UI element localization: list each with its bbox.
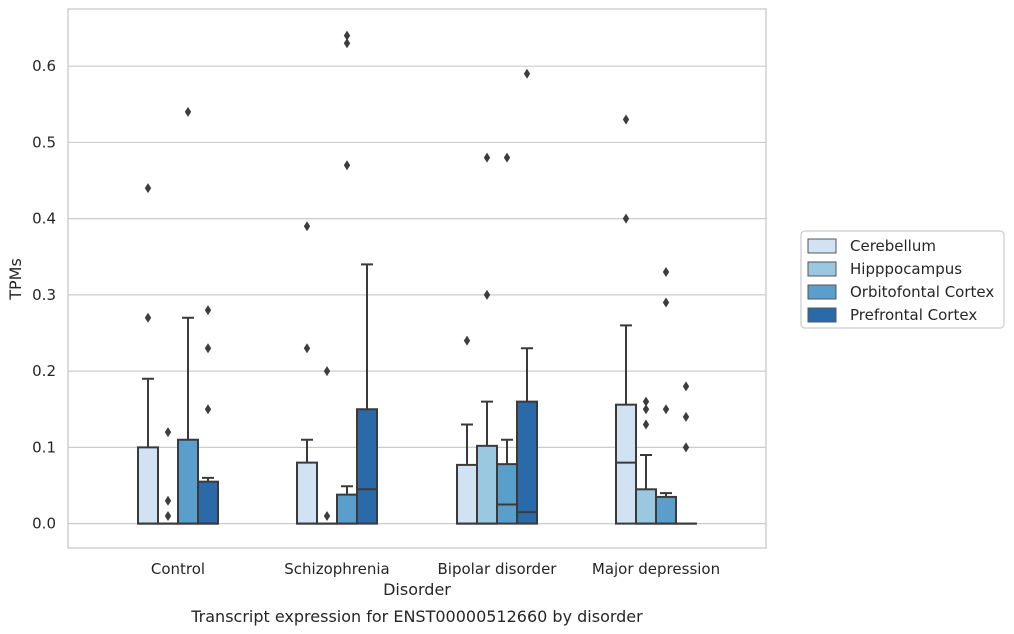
- outlier-point-1: [303, 221, 311, 232]
- legend-label-2: Orbitofontal Cortex: [850, 283, 994, 301]
- outlier-point-2: [662, 267, 670, 278]
- box-2-2: [496, 152, 518, 525]
- outlier-point-0: [303, 343, 311, 354]
- outlier-point-2: [164, 427, 172, 438]
- outlier-point-0: [622, 213, 630, 224]
- y-tick-label-5: 0.5: [32, 133, 56, 151]
- grid-lines: [68, 65, 766, 525]
- box-rect: [177, 438, 199, 525]
- box-rect: [137, 446, 159, 525]
- legend: Cerebellum Hipppocampus Orbitofontal Corte…: [800, 230, 1005, 329]
- box-1-1: [316, 366, 338, 525]
- y-tick-label-2: 0.2: [32, 362, 56, 380]
- box-rect: [635, 488, 657, 525]
- outlier-point-0: [503, 152, 511, 163]
- outlier-point-0: [184, 106, 192, 117]
- outlier-point-2: [642, 396, 650, 407]
- outlier-point-1: [343, 38, 351, 49]
- legend-label-3: Prefrontal Cortex: [850, 306, 977, 324]
- outlier-point-0: [463, 335, 471, 346]
- x-tick-label-0: Control: [151, 560, 205, 578]
- chart-title: Transcript expression for ENST0000051266…: [190, 607, 643, 626]
- outlier-point-2: [343, 30, 351, 41]
- legend-label-0: Cerebellum: [850, 237, 936, 255]
- box-rect: [655, 495, 677, 525]
- x-axis-label: Disorder: [383, 580, 451, 599]
- box-0-2: [456, 335, 478, 525]
- x-tick-label-1: Schizophrenia: [284, 560, 389, 578]
- outlier-point-0: [204, 404, 212, 415]
- box-0-0: [137, 183, 159, 525]
- outlier-point-0: [682, 442, 690, 453]
- box-groups: [137, 30, 697, 525]
- outlier-point-0: [164, 510, 172, 521]
- outlier-point-1: [144, 183, 152, 194]
- box-3-3: [675, 381, 697, 525]
- x-tick-labels: Control Schizophrenia Bipolar disorder Majo…: [151, 560, 720, 578]
- outlier-point-1: [622, 114, 630, 125]
- legend-label-1: Hipppocampus: [850, 260, 962, 278]
- outlier-point-0: [144, 312, 152, 323]
- outlier-point-0: [323, 510, 331, 521]
- plot-frame: [67, 8, 767, 549]
- outlier-point-1: [164, 495, 172, 506]
- box-rect: [496, 463, 518, 525]
- legend-swatch-2: [807, 284, 837, 300]
- y-tick-label-4: 0.4: [32, 210, 56, 228]
- box-0-1: [296, 221, 318, 525]
- box-rect: [356, 408, 378, 525]
- box-2-3: [655, 267, 677, 525]
- box-rect: [516, 400, 538, 525]
- y-tick-label-1: 0.1: [32, 438, 56, 456]
- box-rect: [197, 480, 219, 525]
- legend-swatch-1: [807, 261, 837, 277]
- outlier-point-0: [343, 160, 351, 171]
- box-rect: [456, 463, 478, 525]
- outlier-point-2: [204, 305, 212, 316]
- outlier-point-0: [523, 68, 531, 79]
- box-3-1: [356, 263, 378, 525]
- outlier-point-1: [204, 343, 212, 354]
- box-rect: [336, 493, 358, 525]
- box-0-3: [615, 114, 637, 525]
- legend-frame: [800, 230, 1005, 329]
- box-3-2: [516, 68, 538, 525]
- y-axis-label: TPMs: [6, 258, 25, 301]
- outlier-point-1: [483, 152, 491, 163]
- outlier-point-1: [662, 297, 670, 308]
- outlier-point-2: [682, 381, 690, 392]
- box-rect: [615, 403, 637, 525]
- box-1-3: [635, 396, 657, 525]
- y-tick-label-0: 0.0: [32, 515, 56, 533]
- y-tick-labels: 0.0 0.1 0.2 0.3 0.4 0.5 0.6: [32, 57, 56, 532]
- box-2-0: [177, 106, 199, 525]
- legend-swatch-3: [807, 307, 837, 323]
- legend-swatch-0: [807, 238, 837, 254]
- box-rect: [476, 444, 498, 525]
- y-tick-label-3: 0.3: [32, 286, 56, 304]
- box-1-2: [476, 152, 498, 525]
- outlier-point-1: [323, 366, 331, 377]
- outlier-point-0: [483, 289, 491, 300]
- outlier-point-0: [662, 404, 670, 415]
- y-tick-label-6: 0.6: [32, 57, 56, 75]
- outlier-point-1: [682, 411, 690, 422]
- outlier-point-0: [642, 419, 650, 430]
- box-rect: [296, 461, 318, 525]
- box-3-0: [197, 305, 219, 525]
- x-tick-label-2: Bipolar disorder: [438, 560, 558, 578]
- box-1-0: [157, 427, 179, 525]
- x-tick-label-3: Major depression: [592, 560, 720, 578]
- box-2-1: [336, 30, 358, 525]
- outlier-point-1: [642, 404, 650, 415]
